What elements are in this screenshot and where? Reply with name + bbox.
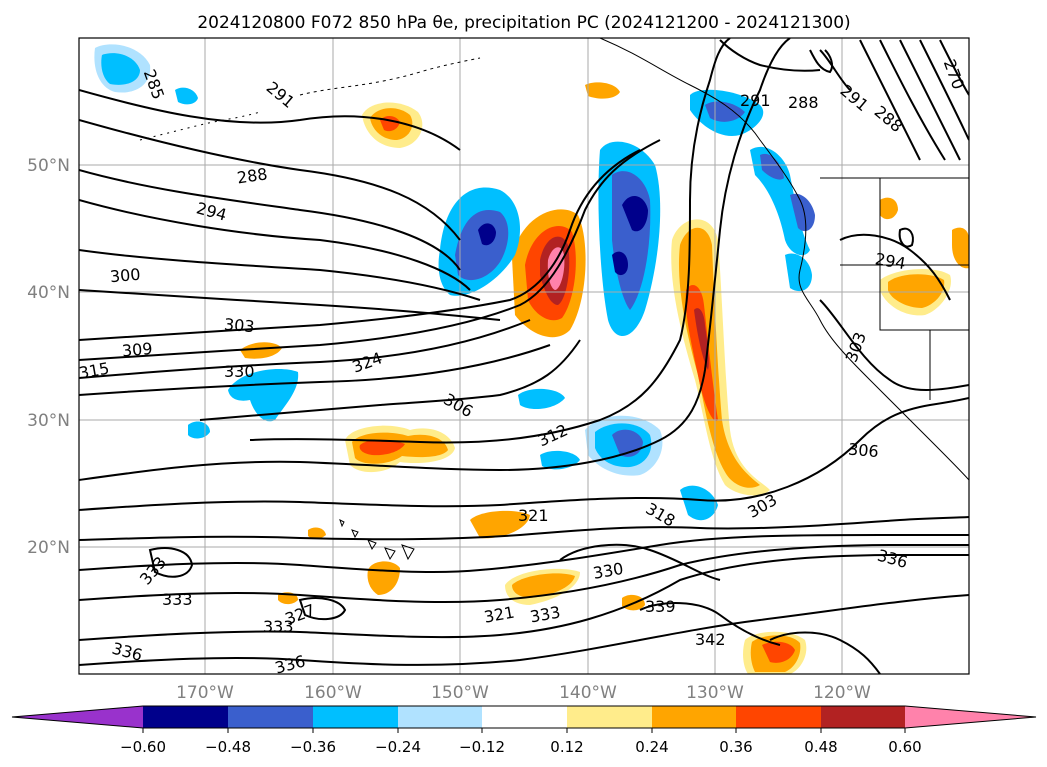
precip-pc-shading bbox=[94, 44, 969, 674]
map-frame bbox=[78, 37, 970, 675]
precip-negative-region bbox=[455, 209, 509, 281]
colorbar-segment bbox=[143, 706, 228, 728]
colorbar-tick-label: 0.60 bbox=[888, 738, 921, 756]
hawaii-islands bbox=[339, 519, 415, 561]
colorbar-tick-label: 0.12 bbox=[550, 738, 583, 756]
precip-positive-region bbox=[880, 197, 898, 220]
alaska-coastline bbox=[599, 38, 969, 481]
precip-negative-region bbox=[518, 388, 565, 410]
colorbar-tick-label: −0.60 bbox=[120, 738, 166, 756]
lat-label: 40°N bbox=[27, 283, 70, 303]
contour-label: 303 bbox=[223, 315, 255, 337]
precip-negative-region bbox=[785, 253, 812, 292]
colorbar: −0.60 −0.48 −0.36 −0.24 −0.12 0.12 0.24 … bbox=[11, 705, 1037, 756]
graticule bbox=[79, 38, 969, 674]
lon-label: 130°W bbox=[686, 683, 744, 703]
contour-label: 339 bbox=[645, 597, 676, 616]
colorbar-segment bbox=[482, 706, 567, 728]
precip-negative-region bbox=[101, 53, 140, 85]
lon-label: 160°W bbox=[304, 683, 362, 703]
longitude-labels: 170°W 160°W 150°W 140°W 130°W 120°W bbox=[176, 683, 871, 703]
state-border bbox=[879, 178, 969, 331]
precip-positive-region bbox=[359, 439, 405, 456]
colorbar-segment bbox=[567, 706, 652, 728]
precip-positive-region bbox=[470, 510, 530, 539]
precip-negative-region bbox=[175, 87, 198, 105]
precip-positive-region bbox=[585, 82, 620, 99]
aleutian-coastline bbox=[139, 111, 261, 141]
map-panel: 285 291 288 294 300 303 309 315 330 324 … bbox=[78, 37, 970, 677]
lon-label: 120°W bbox=[813, 683, 871, 703]
lat-label: 20°N bbox=[27, 538, 70, 558]
contour-label: 330 bbox=[224, 362, 255, 381]
colorbar-tick-label: −0.12 bbox=[459, 738, 505, 756]
contour-label: 291 bbox=[740, 91, 771, 110]
precip-positive-region bbox=[952, 227, 969, 269]
precip-negative-region bbox=[228, 369, 299, 422]
lon-label: 150°W bbox=[431, 683, 489, 703]
precip-negative-region bbox=[622, 195, 648, 232]
precip-positive-region bbox=[694, 308, 709, 370]
precip-negative-region bbox=[612, 251, 628, 276]
figure-title: 2024120800 F072 850 hPa θe, precipitatio… bbox=[197, 13, 850, 33]
precip-positive-region bbox=[240, 342, 282, 359]
precip-negative-region bbox=[760, 153, 784, 180]
colorbar-tick-label: 0.48 bbox=[804, 738, 837, 756]
theta-e-contours bbox=[79, 38, 969, 674]
colorbar-tick-label: 0.36 bbox=[719, 738, 752, 756]
lon-label: 170°W bbox=[176, 683, 234, 703]
precip-positive-region bbox=[685, 285, 718, 421]
precip-positive-region bbox=[762, 641, 795, 663]
colorbar-segment bbox=[652, 706, 736, 728]
colorbar-segment bbox=[228, 706, 313, 728]
contour-label: 333 bbox=[263, 617, 294, 636]
lat-label: 50°N bbox=[27, 156, 70, 176]
latitude-labels: 50°N 40°N 30°N 20°N bbox=[27, 156, 70, 558]
contour-label: 333 bbox=[162, 590, 193, 609]
contour-label: 342 bbox=[695, 630, 726, 649]
contour-label: 288 bbox=[236, 164, 269, 187]
precip-negative-region bbox=[750, 146, 810, 256]
precip-positive-region bbox=[512, 573, 575, 598]
coastlines bbox=[139, 38, 969, 561]
precip-negative-region bbox=[478, 223, 496, 246]
contour-label: 336 bbox=[273, 651, 307, 677]
colorbar-tick-label: −0.24 bbox=[375, 738, 421, 756]
aleutian-coastline bbox=[299, 57, 481, 96]
precip-positive-region bbox=[888, 274, 945, 308]
colorbar-segment bbox=[736, 706, 821, 728]
colorbar-tick-label: 0.24 bbox=[635, 738, 668, 756]
colorbar-tick-label: −0.48 bbox=[205, 738, 251, 756]
colorbar-extend-high bbox=[905, 706, 1036, 728]
precip-negative-region bbox=[680, 485, 718, 521]
precip-negative-region bbox=[790, 193, 815, 232]
lon-label: 140°W bbox=[559, 683, 617, 703]
colorbar-segment bbox=[398, 706, 482, 728]
contour-label: 321 bbox=[518, 506, 549, 525]
colorbar-segment bbox=[313, 706, 398, 728]
precip-positive-region bbox=[308, 527, 326, 539]
map-background bbox=[79, 38, 969, 674]
colorbar-extend-low bbox=[12, 706, 143, 728]
contour-label: 300 bbox=[109, 265, 141, 287]
lat-label: 30°N bbox=[27, 411, 70, 431]
colorbar-segment bbox=[821, 706, 905, 728]
contour-label: 306 bbox=[847, 440, 879, 462]
contour-label: 288 bbox=[788, 93, 819, 112]
contour-label: 309 bbox=[121, 339, 153, 361]
colorbar-tick-label: −0.36 bbox=[290, 738, 336, 756]
